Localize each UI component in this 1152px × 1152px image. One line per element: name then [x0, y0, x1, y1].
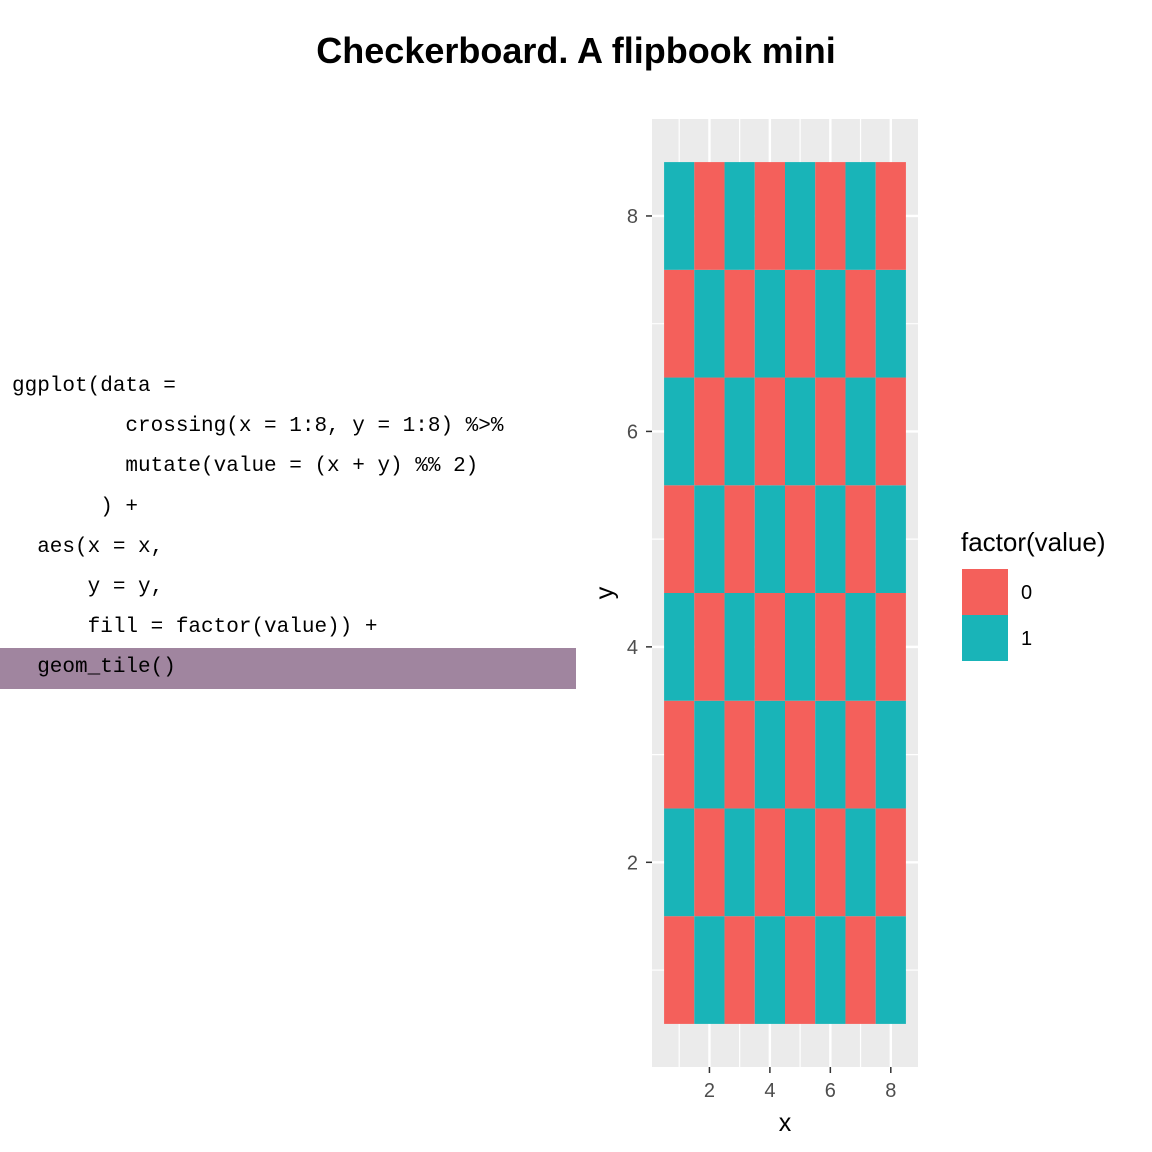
- tile: [754, 808, 785, 917]
- tile: [785, 916, 816, 1024]
- tile: [875, 269, 906, 378]
- tile: [664, 593, 695, 701]
- code-line: mutate(value = (x + y) %% 2): [12, 455, 479, 479]
- chart-title: Checkerboard. A flipbook mini: [316, 30, 836, 71]
- tile: [785, 377, 816, 486]
- tile: [664, 162, 695, 270]
- x-tick-label: 2: [704, 1080, 715, 1102]
- tile: [875, 700, 906, 809]
- tile: [815, 593, 846, 701]
- code-line: fill = factor(value)) +: [12, 616, 378, 640]
- tile: [875, 916, 906, 1024]
- tile: [754, 162, 785, 270]
- tile: [694, 162, 725, 270]
- tile: [724, 269, 755, 378]
- code-line: aes(x = x,: [12, 535, 164, 559]
- legend-key: [962, 569, 1008, 615]
- tile: [845, 162, 876, 270]
- tile: [815, 377, 846, 486]
- legend-key: [962, 615, 1008, 661]
- tile: [694, 269, 725, 378]
- tile: [785, 485, 816, 593]
- tile: [754, 485, 785, 593]
- code-line: ggplot(data =: [12, 375, 176, 398]
- tile: [664, 485, 695, 593]
- tile: [724, 700, 755, 809]
- tile: [754, 269, 785, 378]
- tile: [724, 377, 755, 486]
- x-axis: 2 4 6 8: [704, 1067, 896, 1102]
- code-panel: ggplot(data = crossing(x = 1:8, y = 1:8)…: [0, 367, 576, 689]
- code-line-highlighted: geom_tile(): [0, 648, 576, 689]
- tile: [724, 485, 755, 593]
- tile: [815, 916, 846, 1024]
- x-axis-title: x: [779, 1109, 792, 1137]
- tile: [754, 377, 785, 486]
- tile: [785, 162, 816, 270]
- tile: [815, 700, 846, 809]
- tile: [875, 593, 906, 701]
- tile: [724, 916, 755, 1024]
- tile: [754, 593, 785, 701]
- x-tick-label: 8: [885, 1080, 896, 1102]
- legend-title: factor(value): [961, 527, 1106, 557]
- tile: [785, 269, 816, 378]
- code-line: y = y,: [12, 575, 164, 599]
- tile: [694, 377, 725, 486]
- y-axis-title: y: [591, 586, 619, 599]
- tile: [694, 700, 725, 809]
- tile: [694, 485, 725, 593]
- y-tick-label: 2: [627, 852, 638, 874]
- tile: [845, 485, 876, 593]
- tile: [785, 700, 816, 809]
- tile: [815, 808, 846, 917]
- tile: [664, 916, 695, 1024]
- tile: [845, 593, 876, 701]
- x-tick-label: 6: [825, 1080, 836, 1102]
- tile: [815, 269, 846, 378]
- y-tick-label: 6: [627, 421, 638, 443]
- tile: [845, 377, 876, 486]
- legend-label: 0: [1021, 582, 1032, 604]
- tile: [724, 162, 755, 270]
- tile: [664, 808, 695, 917]
- tile: [875, 485, 906, 593]
- tile: [785, 808, 816, 917]
- y-axis: 2 4 6 8: [627, 206, 652, 874]
- tile: [664, 269, 695, 378]
- tile: [815, 485, 846, 593]
- tile: [845, 700, 876, 809]
- tile: [754, 700, 785, 809]
- tile: [845, 808, 876, 917]
- code-line: crossing(x = 1:8, y = 1:8) %>%: [12, 415, 504, 439]
- code-line: ) +: [12, 495, 139, 519]
- legend: factor(value) 0 1: [961, 527, 1106, 661]
- tile: [845, 916, 876, 1024]
- tile: [724, 808, 755, 917]
- tile: [875, 162, 906, 270]
- y-tick-label: 4: [627, 637, 638, 659]
- tile: [754, 916, 785, 1024]
- y-tick-label: 8: [627, 206, 638, 228]
- tile: [664, 377, 695, 486]
- tile-layer: [664, 162, 906, 1024]
- tile: [875, 377, 906, 486]
- legend-label: 1: [1021, 628, 1032, 650]
- tile: [815, 162, 846, 270]
- tile: [724, 593, 755, 701]
- tile: [845, 269, 876, 378]
- tile: [694, 916, 725, 1024]
- tile: [694, 808, 725, 917]
- tile: [785, 593, 816, 701]
- tile: [694, 593, 725, 701]
- tile: [664, 700, 695, 809]
- x-tick-label: 4: [764, 1080, 775, 1102]
- tile: [875, 808, 906, 917]
